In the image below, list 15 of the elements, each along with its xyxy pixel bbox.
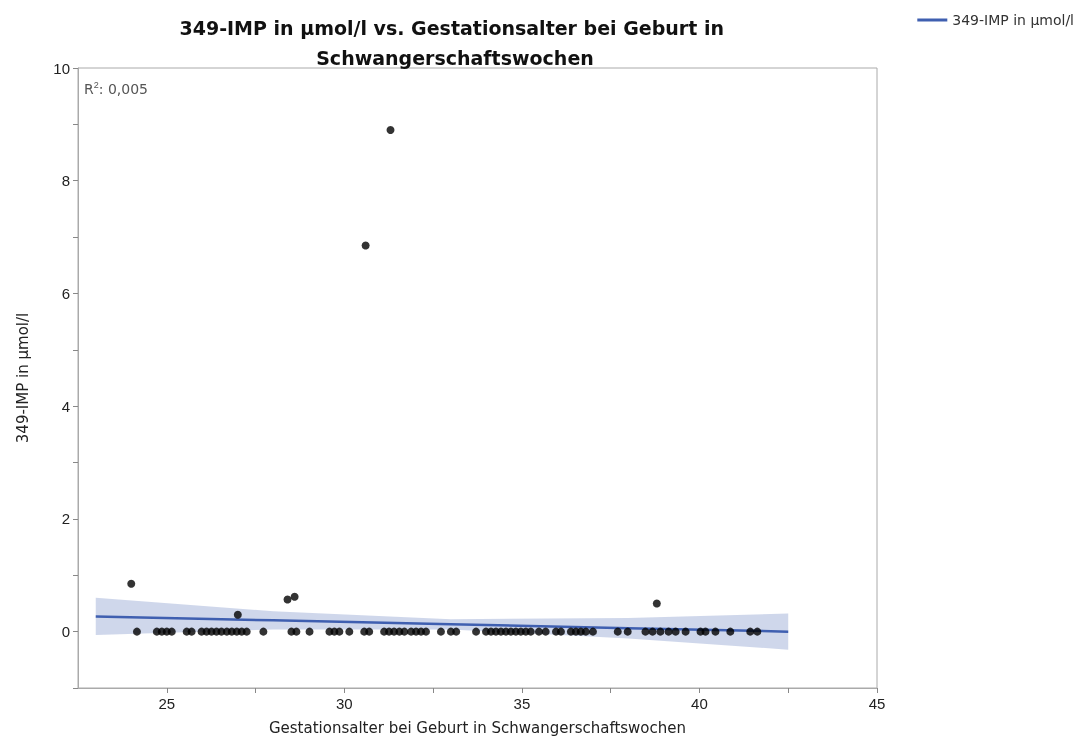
y-tick-label: 2 xyxy=(61,510,70,528)
x-tick-label: 25 xyxy=(158,695,176,712)
x-tick-label: 35 xyxy=(513,695,531,712)
legend-label: 349-IMP in µmol/l xyxy=(952,12,1075,28)
y-tick-label: 8 xyxy=(61,172,70,190)
x-tick-label: 30 xyxy=(335,695,353,712)
y-tick-label: 6 xyxy=(61,284,70,302)
x-tick-label: 40 xyxy=(691,695,708,712)
y-tick-label: 4 xyxy=(61,397,70,415)
y-axis-title: 349-IMP in µmol/l xyxy=(13,312,32,444)
x-axis-title: Gestationsalter bei Geburt in Schwangerschaftswochen xyxy=(268,718,687,737)
x-tick-label: 45 xyxy=(868,695,886,712)
y-tick-label: 10 xyxy=(53,59,70,77)
y-tick-label: 0 xyxy=(61,623,70,641)
chart-title: 349-IMP in µmol/l vs. Gestationsalter bei Geburt in Schwangerschaftswochen xyxy=(179,17,731,69)
